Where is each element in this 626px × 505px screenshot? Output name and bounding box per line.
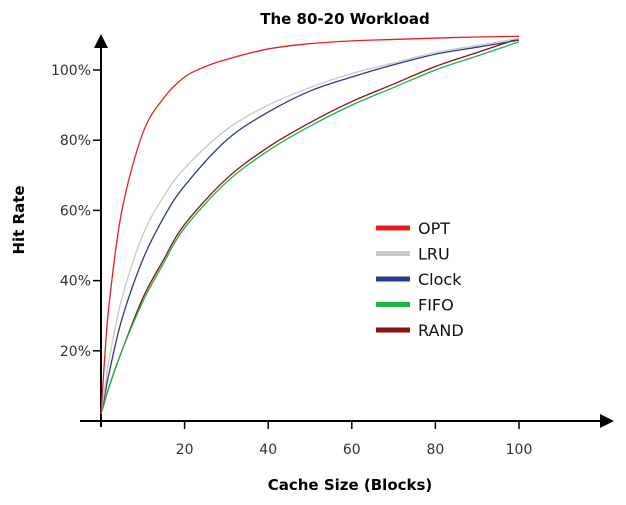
series-lines — [100, 35, 520, 415]
legend-label-fifo: FIFO — [418, 296, 454, 315]
series-line-clock — [100, 39, 520, 415]
y-axis-arrow — [94, 34, 108, 48]
legend-label-lru: LRU — [418, 245, 450, 264]
x-tick-label-40: 40 — [259, 442, 277, 458]
y-tick-label-80: 80% — [60, 133, 91, 149]
axes — [80, 34, 614, 428]
y-tick-label-60: 60% — [60, 203, 91, 219]
legend-label-clock: Clock — [418, 270, 462, 289]
series-line-lru — [100, 37, 520, 415]
series-line-rand — [100, 37, 520, 415]
y-tick-label-20: 20% — [60, 344, 91, 360]
x-tick-label-60: 60 — [343, 442, 361, 458]
y-tick-label-40: 40% — [60, 274, 91, 290]
series-line-opt — [100, 35, 520, 415]
x-axis-arrow — [600, 414, 614, 428]
y-tick-label-100: 100% — [51, 63, 91, 79]
chart-title: The 80-20 Workload — [260, 10, 430, 28]
series-line-fifo — [100, 41, 520, 415]
legend-label-rand: RAND — [418, 321, 464, 340]
legend-label-opt: OPT — [418, 219, 450, 238]
legend: OPT LRU Clock FIFO RAND — [376, 219, 464, 340]
ticks: 20 40 60 80 100 20% 40% 60% 80% 100% — [51, 63, 532, 458]
x-tick-label-100: 100 — [506, 442, 533, 458]
y-axis-title: Hit Rate — [10, 185, 28, 254]
x-axis-title: Cache Size (Blocks) — [268, 476, 433, 494]
x-tick-label-80: 80 — [426, 442, 444, 458]
x-tick-label-20: 20 — [176, 442, 194, 458]
